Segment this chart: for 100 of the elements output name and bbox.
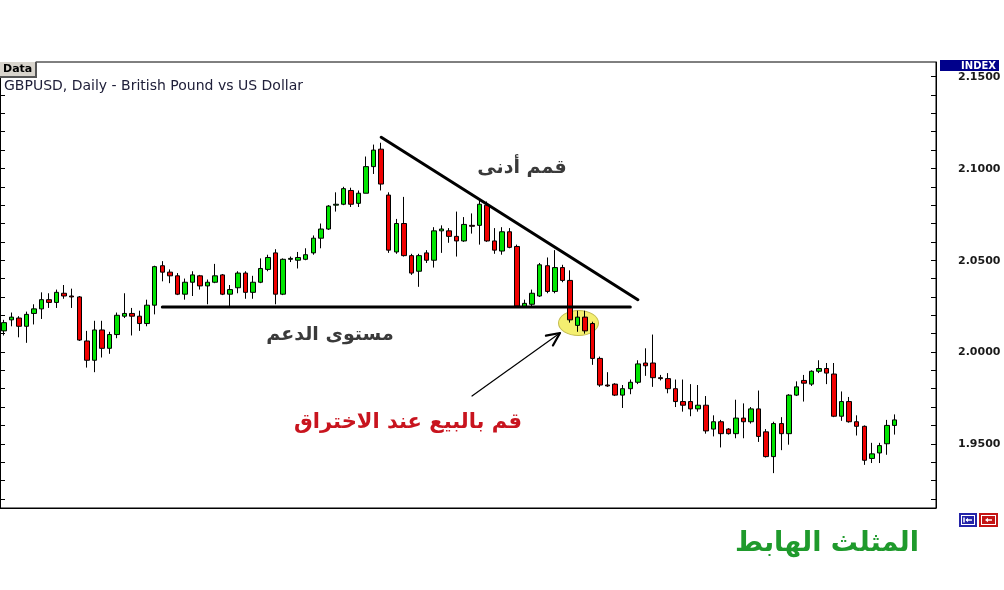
candlestick bbox=[84, 330, 90, 369]
candlestick bbox=[197, 274, 203, 291]
candlestick bbox=[46, 292, 52, 309]
candlestick bbox=[341, 186, 346, 206]
candlestick bbox=[461, 216, 467, 243]
candlestick bbox=[190, 270, 195, 297]
candlestick bbox=[454, 211, 459, 258]
candlestick bbox=[695, 384, 701, 413]
candlestick bbox=[424, 249, 429, 264]
candlestick bbox=[869, 442, 875, 464]
candlestick bbox=[107, 331, 112, 355]
candlestick bbox=[122, 292, 127, 319]
candlestick bbox=[703, 395, 709, 435]
candlestick bbox=[877, 442, 882, 464]
candlestick bbox=[484, 200, 490, 243]
candlestick bbox=[590, 321, 595, 366]
candlestick bbox=[250, 275, 256, 300]
candlestick bbox=[748, 406, 754, 425]
candlestick bbox=[507, 227, 512, 249]
y-axis-title: INDEX bbox=[940, 60, 999, 71]
candlestick bbox=[892, 413, 897, 436]
candlestick bbox=[175, 272, 180, 296]
y-tick-label: 2.0000 bbox=[958, 345, 1001, 359]
candlestick bbox=[718, 419, 724, 448]
y-tick-label: 2.1500 bbox=[958, 70, 1001, 84]
candlestick bbox=[635, 359, 641, 385]
y-tick-label: 1.9500 bbox=[958, 437, 1001, 451]
candlestick bbox=[205, 278, 210, 305]
candlestick bbox=[582, 310, 588, 335]
candlestick bbox=[680, 379, 686, 413]
candlestick bbox=[16, 315, 22, 338]
candlestick bbox=[378, 142, 384, 191]
series-label: قمم أدنى bbox=[477, 154, 567, 177]
candlestick bbox=[492, 227, 497, 255]
candlestick bbox=[401, 196, 407, 258]
candlestick bbox=[537, 262, 542, 298]
candlestick bbox=[552, 249, 558, 294]
candlestick bbox=[824, 362, 829, 385]
candlestick bbox=[114, 312, 120, 339]
candlestick bbox=[348, 187, 354, 208]
candlestick bbox=[816, 359, 822, 374]
candlestick bbox=[31, 303, 37, 325]
candlestick bbox=[741, 402, 746, 439]
candlestick bbox=[311, 234, 316, 256]
candlestick bbox=[469, 212, 475, 235]
candlestick bbox=[280, 257, 286, 296]
candlestick bbox=[431, 226, 437, 269]
candlestick bbox=[99, 320, 105, 358]
candlestick bbox=[665, 372, 671, 394]
candlestick bbox=[854, 414, 859, 436]
text: GBPUSD, Daily - British Pound vs US Dollar bbox=[4, 77, 304, 93]
y-tick-label: 2.1000 bbox=[958, 161, 1001, 175]
candlestick bbox=[24, 311, 29, 344]
candlestick bbox=[620, 384, 625, 409]
candlestick bbox=[39, 291, 44, 320]
candlestick bbox=[643, 347, 648, 377]
candlestick bbox=[92, 320, 97, 373]
candlestick bbox=[862, 424, 867, 466]
annotation: قم بالبيع عند الاختراق bbox=[294, 409, 522, 433]
candlestick bbox=[394, 218, 399, 255]
candlestick bbox=[688, 383, 693, 417]
candlestick bbox=[54, 289, 59, 309]
candlestick bbox=[235, 270, 241, 294]
candlestick bbox=[439, 224, 444, 254]
candlestick bbox=[499, 226, 505, 256]
candlestick bbox=[628, 379, 633, 395]
candlestick bbox=[560, 264, 565, 283]
candlestick bbox=[846, 396, 852, 424]
candlestick bbox=[333, 191, 339, 213]
candlestick bbox=[182, 278, 188, 301]
candlestick bbox=[386, 191, 391, 254]
candlestick bbox=[295, 251, 301, 269]
candlestick bbox=[9, 312, 14, 327]
candlestick bbox=[356, 189, 361, 208]
text: المثلث الهابط bbox=[735, 525, 919, 558]
candlestick bbox=[273, 248, 278, 305]
candlestick bbox=[258, 257, 263, 284]
candlestick bbox=[416, 253, 422, 288]
candlestick bbox=[69, 288, 74, 309]
candlestick bbox=[612, 382, 618, 397]
candlestick bbox=[167, 268, 173, 284]
candlestick bbox=[756, 390, 761, 443]
candlestick bbox=[605, 371, 610, 388]
candlestick bbox=[545, 256, 550, 294]
candlestick bbox=[726, 427, 731, 436]
candlestick bbox=[779, 416, 784, 451]
candlestick bbox=[733, 399, 739, 439]
candlestick bbox=[243, 270, 248, 300]
annotation: Data bbox=[0, 61, 38, 78]
candlestick bbox=[809, 369, 814, 387]
candlestick bbox=[220, 273, 225, 296]
candlestick bbox=[831, 362, 837, 418]
candlestick bbox=[794, 380, 799, 397]
candlestick bbox=[77, 295, 82, 342]
candlestick bbox=[160, 260, 165, 282]
candlestick bbox=[673, 379, 678, 408]
candlestick bbox=[129, 307, 135, 336]
candlestick bbox=[303, 247, 308, 261]
candlestick bbox=[371, 144, 376, 175]
candlestick bbox=[786, 393, 792, 446]
